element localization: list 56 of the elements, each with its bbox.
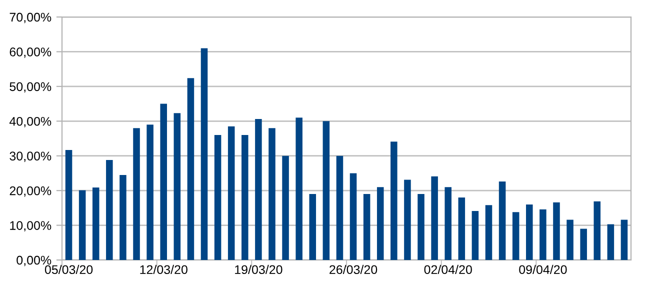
y-tick-label: 70,00% bbox=[10, 12, 52, 24]
bar bbox=[255, 119, 262, 260]
bar bbox=[160, 104, 167, 260]
bar bbox=[78, 190, 86, 260]
bar bbox=[376, 187, 384, 260]
bar bbox=[444, 187, 452, 260]
bar bbox=[540, 209, 546, 260]
bar bbox=[174, 113, 181, 260]
bar bbox=[120, 174, 126, 260]
x-tick-label: 05/03/20 bbox=[44, 264, 93, 274]
x-tick-label: 26/03/20 bbox=[330, 264, 378, 274]
bar bbox=[390, 142, 398, 260]
x-tick-label: 19/03/20 bbox=[235, 264, 282, 274]
bar bbox=[322, 121, 330, 260]
bar bbox=[242, 135, 248, 260]
y-tick-label: 40,00% bbox=[9, 116, 52, 128]
bar bbox=[553, 202, 560, 260]
x-tick-label: 12/03/20 bbox=[140, 264, 188, 274]
bar bbox=[282, 156, 289, 260]
bar bbox=[268, 128, 276, 260]
bar bbox=[607, 224, 614, 260]
y-tick-label: 0,00% bbox=[16, 256, 52, 266]
bar bbox=[106, 160, 113, 260]
y-tick-label: 60,00% bbox=[10, 48, 52, 58]
bar bbox=[472, 211, 479, 260]
bar bbox=[146, 124, 154, 260]
bar bbox=[620, 220, 628, 260]
bar bbox=[485, 205, 492, 260]
bar bbox=[566, 220, 574, 260]
bar bbox=[512, 212, 520, 260]
bar bbox=[336, 156, 344, 260]
bar bbox=[580, 228, 587, 260]
bar bbox=[187, 78, 194, 260]
y-tick-label: 10,00% bbox=[10, 221, 52, 232]
bar bbox=[65, 150, 72, 260]
bar bbox=[228, 126, 235, 260]
bar bbox=[200, 48, 208, 260]
y-tick-label: 50,00% bbox=[10, 82, 52, 93]
bar bbox=[214, 135, 222, 260]
bar bbox=[418, 194, 424, 260]
bar bbox=[526, 204, 533, 260]
bar bbox=[498, 182, 506, 260]
bar bbox=[92, 187, 100, 260]
bar bbox=[363, 194, 370, 260]
bar bbox=[594, 201, 601, 260]
bar bbox=[350, 173, 357, 260]
bar bbox=[431, 176, 438, 260]
bar bbox=[404, 180, 411, 260]
x-tick-label: 02/04/20 bbox=[424, 264, 472, 274]
bar bbox=[133, 128, 140, 260]
bar bbox=[296, 118, 302, 260]
y-tick-label: 20,00% bbox=[10, 186, 52, 197]
bar bbox=[309, 194, 316, 260]
x-tick-label: 09/04/20 bbox=[519, 264, 567, 274]
y-tick-label: 30,00% bbox=[10, 152, 52, 162]
bar bbox=[458, 198, 466, 260]
